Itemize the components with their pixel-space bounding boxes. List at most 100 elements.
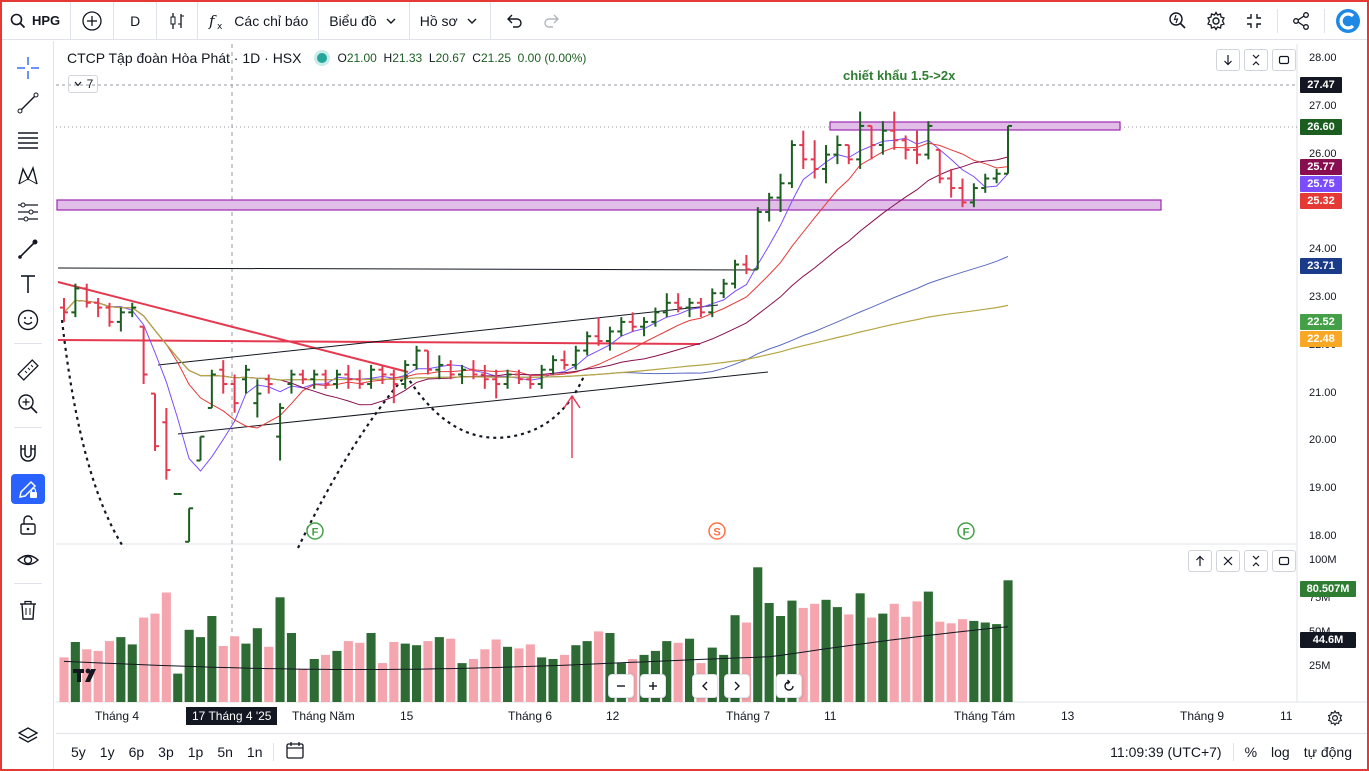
collapse-pane-button[interactable]	[1244, 49, 1268, 71]
scroll-right-button[interactable]	[724, 674, 750, 698]
handle-curve	[405, 374, 586, 439]
high-label: H	[383, 51, 393, 65]
brush-tool[interactable]	[11, 234, 45, 264]
volume-bar	[889, 603, 899, 702]
icon-tool[interactable]	[11, 305, 45, 335]
text-icon	[21, 275, 35, 293]
volume-bar	[275, 597, 285, 702]
candle	[139, 325, 148, 385]
candle	[992, 168, 1001, 184]
crosshair-tool[interactable]	[11, 53, 45, 83]
log-toggle[interactable]: log	[1271, 744, 1290, 760]
axis-settings-icon[interactable]	[1327, 710, 1343, 726]
undo-button[interactable]	[491, 2, 533, 40]
tradingview-logo-icon[interactable]	[72, 664, 102, 686]
maximize-icon	[1278, 55, 1290, 65]
volume-bar	[673, 642, 683, 702]
market-status-dot[interactable]	[317, 53, 328, 63]
candle	[60, 298, 68, 322]
object-tree-button[interactable]	[11, 721, 45, 751]
measure-tool[interactable]	[11, 355, 45, 385]
move-pane-up-button[interactable]	[1188, 550, 1212, 572]
volume-bar	[59, 657, 69, 702]
fullscreen-button[interactable]	[1235, 2, 1273, 40]
candle	[890, 111, 899, 150]
go-to-date-button[interactable]	[278, 740, 312, 763]
share-button[interactable]	[1282, 2, 1320, 40]
remove-drawings-tool[interactable]	[11, 595, 45, 625]
volume-bar	[184, 629, 194, 702]
range-button-5n[interactable]: 5n	[217, 743, 233, 760]
hide-drawings-tool[interactable]	[11, 545, 45, 575]
svg-text:f: f	[208, 12, 217, 30]
range-button-1n[interactable]: 1n	[246, 743, 263, 760]
maximize-pane-button[interactable]	[1272, 550, 1296, 572]
brand-logo[interactable]	[1329, 2, 1367, 40]
move-pane-down-button[interactable]	[1216, 49, 1240, 71]
range-button-6p[interactable]: 6p	[128, 743, 145, 760]
forecast-icon	[18, 202, 38, 222]
symbol-search[interactable]: HPG	[2, 1, 72, 40]
ma-100-line	[63, 299, 1009, 381]
candle	[856, 111, 865, 169]
scroll-left-button[interactable]	[692, 674, 718, 698]
range-button-5y[interactable]: 5y	[71, 743, 86, 760]
maximize-pane-button[interactable]	[1272, 49, 1296, 71]
volume-bar	[685, 638, 695, 702]
lock-drawings-tool[interactable]	[11, 510, 45, 540]
candle-style-button[interactable]	[157, 1, 199, 40]
range-button-1y[interactable]: 1y	[99, 743, 115, 760]
candle	[981, 173, 990, 193]
chart-type-button[interactable]: Biểu đồ	[319, 1, 410, 40]
candle	[571, 345, 580, 370]
volume-pane-controls	[1188, 550, 1296, 572]
profile-button[interactable]: Hồ sơ	[410, 1, 491, 40]
volume-bar	[332, 650, 342, 702]
collapse-icon	[1252, 54, 1260, 66]
reset-chart-button[interactable]	[776, 674, 802, 698]
price-tag: 25.32	[1300, 193, 1342, 209]
zoom-out-button[interactable]	[608, 674, 634, 698]
fib-tool[interactable]	[11, 125, 45, 155]
trend-line-tool[interactable]	[11, 88, 45, 118]
support-zone	[56, 199, 1162, 211]
volume-bar	[594, 631, 604, 702]
magnet-tool[interactable]	[11, 438, 45, 468]
quick-search-button[interactable]	[1159, 2, 1197, 40]
stay-in-drawing-mode-tool[interactable]	[11, 474, 45, 504]
range-button-3p[interactable]: 3p	[158, 743, 174, 760]
text-tool[interactable]	[11, 269, 45, 299]
bottom-divider	[273, 742, 275, 761]
volume-bar	[480, 649, 490, 702]
compare-button[interactable]	[71, 1, 115, 40]
percent-toggle[interactable]: %	[1244, 744, 1258, 760]
prediction-tool[interactable]	[11, 197, 45, 227]
candle	[71, 283, 80, 318]
indicators-collapse-button[interactable]: 7	[68, 75, 98, 93]
collapse-pane-button[interactable]	[1244, 550, 1268, 572]
zoom-tool[interactable]	[11, 389, 45, 419]
pattern-tool[interactable]	[11, 161, 45, 191]
chevron-down-icon	[74, 81, 82, 87]
candle	[1004, 124, 1012, 175]
candle	[605, 326, 614, 351]
chevron-left-icon	[702, 681, 708, 691]
zoom-in-button[interactable]	[640, 674, 666, 698]
text-annotation[interactable]: chiết khẩu 1.5->2x	[843, 68, 956, 83]
volume-bar	[719, 654, 729, 702]
clock-label[interactable]: 11:09:39 (UTC+7)	[1110, 744, 1222, 760]
auto-toggle[interactable]: tự động	[1303, 744, 1352, 760]
arrow-head	[563, 394, 581, 409]
volume-bar	[252, 628, 262, 702]
range-button-1p[interactable]: 1p	[187, 743, 204, 760]
interval-button[interactable]: D	[114, 1, 158, 40]
close-pane-button[interactable]	[1216, 550, 1240, 572]
redo-button[interactable]	[533, 2, 571, 40]
legend-title[interactable]: CTCP Tập đoàn Hòa Phát · 1D · HSX	[67, 50, 302, 66]
price-axis-label: 20.00	[1309, 434, 1337, 447]
settings-button[interactable]	[1197, 2, 1235, 40]
